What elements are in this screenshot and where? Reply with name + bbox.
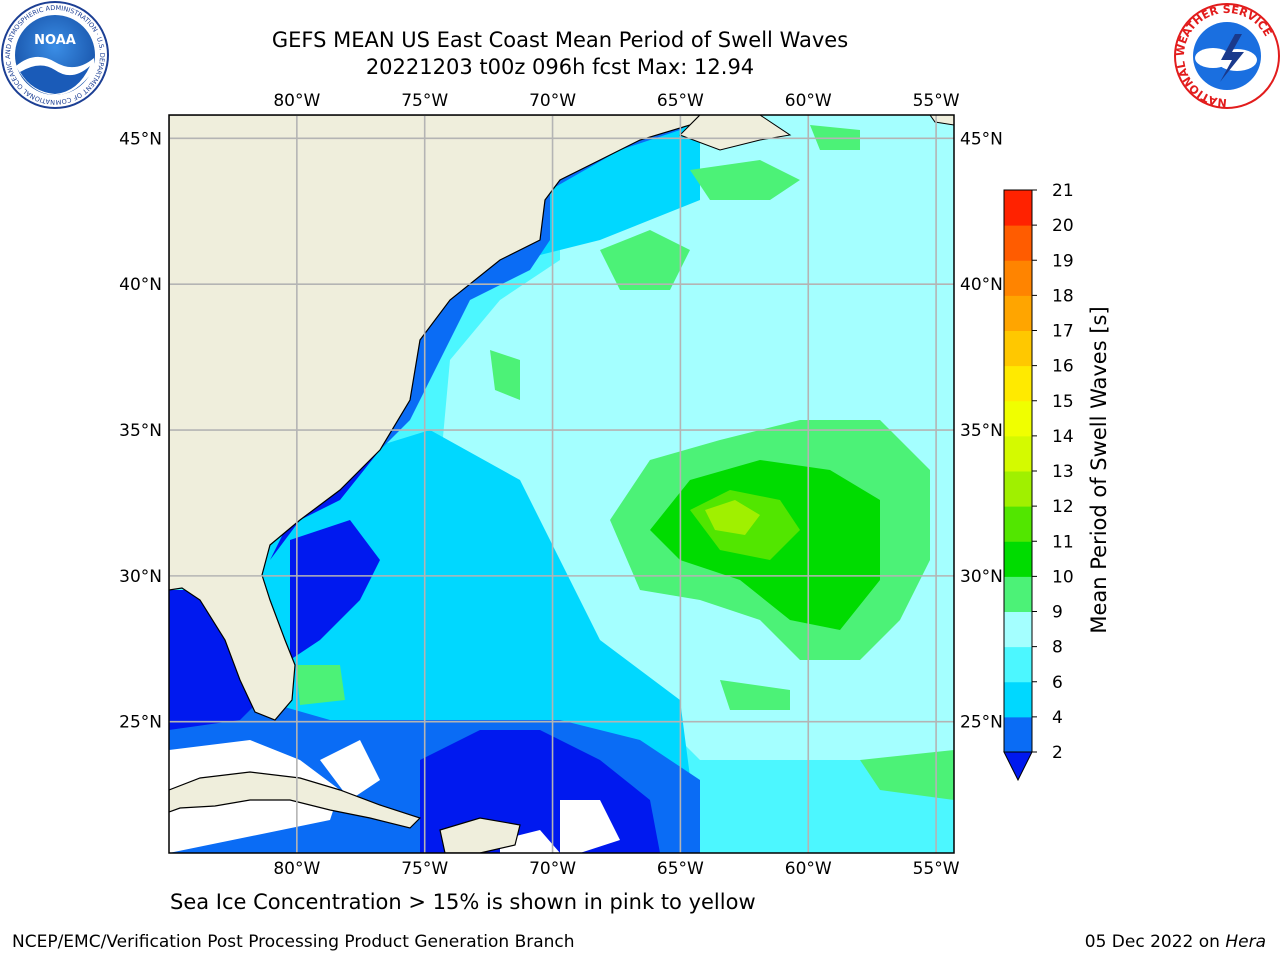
lat-label-left: 25°N	[119, 713, 162, 733]
footer-machine: Hera	[1225, 932, 1266, 952]
footer-date: 05 Dec 2022 on Hera	[1085, 932, 1266, 952]
longitude-labels-top: 80°W 75°W 70°W 65°W 60°W 55°W	[273, 91, 959, 111]
lat-label-right: 45°N	[960, 129, 1003, 149]
colorbar-segment	[1004, 400, 1032, 437]
colorbar-segment	[1004, 435, 1032, 472]
lon-label-bottom: 75°W	[401, 859, 448, 879]
sea-ice-caption: Sea Ice Concentration > 15% is shown in …	[170, 890, 756, 914]
lat-label-right: 35°N	[960, 421, 1003, 441]
colorbar-tick-label: 6	[1052, 673, 1063, 693]
lon-label-bottom: 70°W	[529, 859, 576, 879]
colorbar-tick-label: 9	[1052, 603, 1063, 623]
map-area	[169, 115, 954, 853]
colorbar-tick-label: 14	[1052, 427, 1074, 447]
colorbar-segment	[1004, 681, 1032, 718]
colorbar-segment	[1004, 541, 1032, 577]
chart-title: GEFS MEAN US East Coast Mean Period of S…	[271, 28, 849, 52]
footer-date-text: 05 Dec 2022 on	[1084, 932, 1226, 952]
lon-label-top: 65°W	[657, 91, 704, 111]
colorbar-segment	[1004, 295, 1032, 331]
colorbar-label: Mean Period of Swell Waves [s]	[1087, 306, 1111, 633]
colorbar-under-arrow	[1003, 751, 1033, 782]
colorbar-tick-label: 16	[1052, 357, 1074, 377]
lat-label-left: 35°N	[119, 421, 162, 441]
longitude-labels-bottom: 80°W 75°W 70°W 65°W 60°W 55°W	[273, 859, 959, 879]
colorbar-tick-label: 2	[1052, 743, 1063, 763]
latitude-labels-right: 45°N 40°N 35°N 30°N 25°N	[960, 129, 1003, 732]
lat-label-left: 45°N	[119, 129, 162, 149]
colorbar-tick-label: 8	[1052, 638, 1063, 658]
colorbar-tick-label: 19	[1052, 251, 1074, 271]
colorbar-tick-label: 12	[1052, 497, 1074, 517]
colorbar-tick-label: 18	[1052, 286, 1074, 306]
footer-credit: NCEP/EMC/Verification Post Processing Pr…	[12, 932, 575, 952]
noaa-logo-text: NOAA	[34, 33, 76, 48]
colorbar-tick-label: 13	[1052, 462, 1074, 482]
colorbar-tick-label: 10	[1052, 567, 1074, 587]
colorbar-tick-label: 17	[1052, 322, 1074, 342]
colorbar-tick-label: 15	[1052, 392, 1074, 412]
colorbar-segment	[1004, 646, 1032, 683]
colorbar-segment	[1004, 576, 1032, 612]
colorbar-segment	[1004, 506, 1032, 542]
map-frame	[168, 114, 955, 854]
nws-logo: NATIONAL WEATHER SERVICE	[1174, 3, 1280, 109]
colorbar-segment	[1004, 365, 1032, 402]
graticule	[169, 115, 954, 853]
lon-label-top: 70°W	[529, 91, 576, 111]
chart-subtitle: 20221203 t00z 096h fcst Max: 12.94	[365, 55, 755, 79]
colorbar-segment	[1004, 225, 1032, 261]
lon-label-bottom: 60°W	[785, 859, 832, 879]
colorbar-segment	[1004, 260, 1032, 296]
north-america-land	[169, 115, 701, 721]
colorbar-tick-label: 21	[1052, 181, 1074, 201]
lon-label-bottom: 80°W	[273, 859, 320, 879]
lon-label-bottom: 55°W	[913, 859, 960, 879]
cuba-land	[169, 771, 422, 829]
lon-label-top: 60°W	[785, 91, 832, 111]
lat-label-right: 40°N	[960, 275, 1003, 295]
colorbar: 2 4 6 8 9 10 11 12 13 14 15 16 17 18 19 20 21	[1003, 181, 1074, 782]
latitude-labels-left: 45°N 40°N 35°N 30°N 25°N	[119, 129, 162, 732]
colorbar-tick-label: 11	[1052, 532, 1074, 552]
colorbar-segment	[1004, 471, 1032, 507]
colorbar-segment	[1004, 330, 1032, 367]
lat-label-right: 25°N	[960, 713, 1003, 733]
lon-label-top: 75°W	[401, 91, 448, 111]
colorbar-tick-label: 4	[1052, 708, 1063, 728]
colorbar-tick-label: 20	[1052, 216, 1074, 236]
lon-label-bottom: 65°W	[657, 859, 704, 879]
lon-label-top: 80°W	[273, 91, 320, 111]
lat-label-left: 30°N	[119, 567, 162, 587]
lat-label-left: 40°N	[119, 275, 162, 295]
lon-label-top: 55°W	[913, 91, 960, 111]
lat-label-right: 30°N	[960, 567, 1003, 587]
colorbar-segment	[1004, 190, 1032, 226]
colorbar-segment	[1004, 611, 1032, 648]
colorbar-segment	[1004, 716, 1032, 753]
noaa-logo: NATIONAL OCEANIC AND ATMOSPHERIC ADMINIS…	[0, 0, 109, 109]
